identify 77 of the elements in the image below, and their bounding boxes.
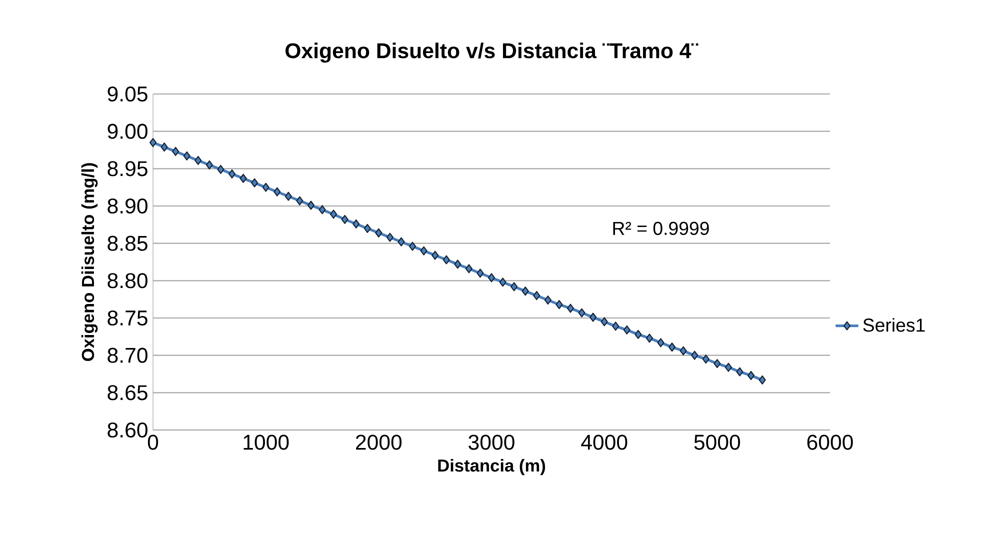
point xyxy=(544,296,552,305)
y-tick-label: 8.90 xyxy=(108,198,148,214)
point xyxy=(217,164,224,174)
point xyxy=(724,362,732,372)
point xyxy=(296,196,304,206)
point xyxy=(623,325,630,334)
point xyxy=(488,273,496,282)
point xyxy=(284,192,292,201)
point xyxy=(590,312,597,322)
point xyxy=(194,156,202,165)
y-tick-label: 8.85 xyxy=(108,236,148,251)
x-tick-label: 2000 xyxy=(356,434,402,450)
point xyxy=(556,300,563,310)
point xyxy=(668,342,676,352)
point xyxy=(533,291,540,300)
x-tick-label: 0 xyxy=(148,434,158,450)
x-tick-label: 4000 xyxy=(581,434,628,450)
x-axis-title: Distancia (m) xyxy=(438,458,546,476)
point xyxy=(465,264,472,274)
point xyxy=(657,338,664,348)
y-tick-label: 8.60 xyxy=(108,422,148,438)
point xyxy=(454,260,462,269)
point xyxy=(149,138,157,148)
point xyxy=(172,146,180,156)
point xyxy=(646,334,654,343)
y-tick-label: 8.75 xyxy=(108,310,148,326)
y-tick-label: 8.70 xyxy=(108,348,148,363)
point xyxy=(364,224,371,233)
y-tick-label: 9.00 xyxy=(108,124,148,139)
y-tick-label: 8.65 xyxy=(108,385,148,400)
point xyxy=(408,242,416,251)
point xyxy=(352,219,360,228)
point xyxy=(206,160,213,170)
y-axis-title: Oxigeno Diisuelto (mg/l) xyxy=(81,163,98,361)
point xyxy=(318,205,326,214)
point xyxy=(680,346,687,356)
point xyxy=(330,210,338,219)
point xyxy=(499,278,506,287)
point xyxy=(386,232,394,242)
point xyxy=(476,268,484,278)
y-tick-label: 9.05 xyxy=(108,86,148,102)
point xyxy=(375,228,382,238)
y-tick-label: 8.80 xyxy=(108,273,148,288)
x-tick-label: 1000 xyxy=(244,434,289,450)
x-tick-label: 3000 xyxy=(468,434,514,450)
point xyxy=(307,200,315,210)
point xyxy=(612,322,620,331)
point xyxy=(702,354,710,364)
point xyxy=(714,359,721,368)
point xyxy=(578,308,586,318)
point xyxy=(183,151,190,161)
point xyxy=(420,246,428,256)
point xyxy=(251,178,258,188)
point xyxy=(758,375,766,385)
point xyxy=(442,255,450,264)
point xyxy=(510,282,518,292)
point xyxy=(398,237,405,246)
annotation: R² = 0.9999 xyxy=(613,222,709,236)
x-tick-label: 6000 xyxy=(807,434,853,450)
point xyxy=(566,304,574,313)
x-tick-label: 5000 xyxy=(694,434,740,450)
chart-title: Oxigeno Disuelto v/s Distancia ¨Tramo 4¨ xyxy=(286,42,698,63)
point xyxy=(240,174,247,183)
legend-label: Series1 xyxy=(863,318,925,332)
point xyxy=(432,250,439,260)
point xyxy=(691,350,698,360)
point xyxy=(274,187,281,196)
point xyxy=(634,330,642,339)
point xyxy=(736,367,744,376)
point xyxy=(160,142,168,152)
point xyxy=(600,317,608,326)
y-tick-label: 8.95 xyxy=(108,161,148,176)
point xyxy=(262,182,270,192)
point xyxy=(228,169,236,178)
point xyxy=(522,286,529,296)
point xyxy=(341,214,348,224)
point xyxy=(747,370,755,380)
